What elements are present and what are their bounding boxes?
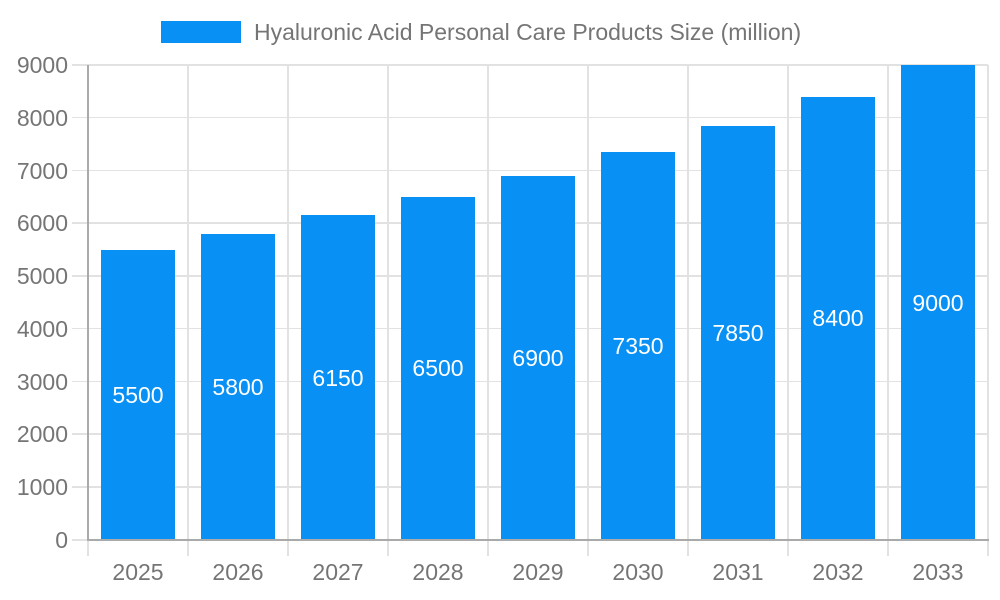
y-gridline [72,116,988,119]
bar [701,125,775,540]
x-axis-label: 2029 [512,559,564,585]
x-gridline [187,65,189,556]
x-gridline [787,65,789,556]
bar-value-label: 6150 [312,364,364,391]
y-axis-label: 7000 [16,157,68,184]
bar [901,65,975,540]
y-axis-label: 5000 [16,263,68,290]
x-gridline [687,65,689,556]
bar-value-label: 5800 [212,373,264,400]
x-axis-label: 2033 [912,559,964,585]
y-gridline [72,539,88,541]
y-axis-label: 4000 [16,315,68,342]
bar-value-label: 6500 [412,355,464,382]
bar [301,215,375,540]
y-axis-label: 0 [55,527,68,553]
legend-swatch [161,21,241,43]
y-gridline [72,64,988,66]
bar [801,96,875,540]
bar [501,175,575,540]
bar [101,249,175,540]
bar [601,152,675,540]
x-axis-label: 2031 [712,559,764,585]
bar-value-label: 9000 [912,289,964,316]
x-gridline [987,65,989,556]
x-gridline [587,65,589,556]
bar-value-label: 6900 [512,344,564,371]
legend-label: Hyaluronic Acid Personal Care Products S… [254,19,802,45]
x-axis-label: 2030 [612,559,664,585]
x-axis-label: 2027 [312,559,364,585]
x-axis-label: 2025 [112,559,164,585]
x-gridline [887,65,889,556]
bar-value-label: 5500 [112,381,164,408]
bar [401,196,475,540]
bar-value-label: 8400 [812,305,864,332]
x-gridline [287,65,289,556]
bar-value-label: 7350 [612,333,664,360]
y-axis-label: 3000 [16,368,68,395]
legend-item[interactable]: Hyaluronic Acid Personal Care Products S… [161,19,802,45]
y-axis-label: 8000 [16,104,68,131]
x-gridline [387,65,389,556]
x-axis-label: 2032 [812,559,864,585]
x-axis-label: 2026 [212,559,264,585]
x-gridline [487,65,489,556]
y-axis-label: 9000 [16,52,68,78]
bar [201,233,275,540]
y-axis-label: 2000 [16,421,68,448]
x-axis-line [87,539,989,541]
x-axis-label: 2028 [412,559,464,585]
y-axis-label: 1000 [16,474,68,501]
y-axis-label: 6000 [16,210,68,237]
bar-value-label: 7850 [712,319,764,346]
y-gridline [72,169,988,172]
y-axis-line [87,65,89,541]
